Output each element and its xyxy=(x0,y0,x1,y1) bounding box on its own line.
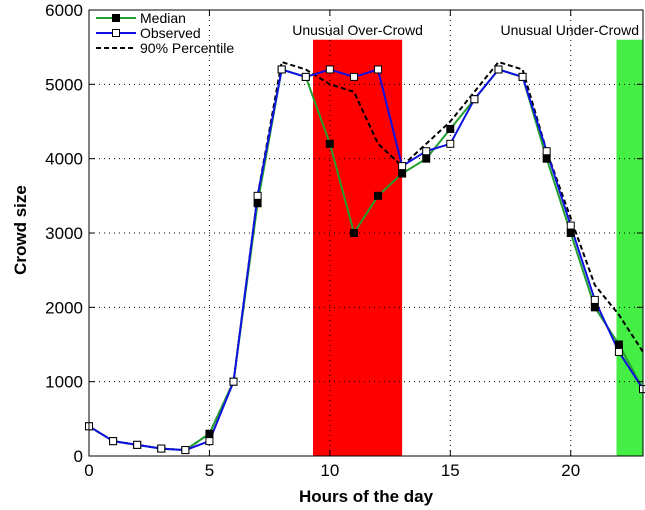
series-lines xyxy=(85,60,645,455)
tick-labels: 0 5 10 15 20 0 1000 2000 3000 4000 5000 6000 xyxy=(45,1,580,480)
region-labels: Unusual Over-Crowd Unusual Under-Crowd xyxy=(292,22,639,38)
point-s1-13 xyxy=(398,162,407,171)
point-s1-17 xyxy=(494,65,503,74)
point-s1-20 xyxy=(566,221,575,230)
point-s0-10 xyxy=(325,139,334,148)
point-s1-2 xyxy=(133,440,142,449)
point-s0-13 xyxy=(398,169,407,178)
y-tick-label-2: 2000 xyxy=(45,298,83,317)
point-s1-21 xyxy=(590,295,599,304)
legend-marker-0 xyxy=(112,14,120,22)
x-tick-label-4: 20 xyxy=(561,461,580,480)
y-tick-label-3: 3000 xyxy=(45,224,83,243)
x-tick-label-0: 0 xyxy=(84,461,93,480)
y-tick-label-0: 0 xyxy=(74,447,83,466)
point-s1-18 xyxy=(518,72,527,81)
point-s1-4 xyxy=(181,446,190,455)
point-s0-21 xyxy=(590,303,599,312)
axes xyxy=(88,9,644,457)
point-s1-10 xyxy=(325,65,334,74)
point-s1-15 xyxy=(446,139,455,148)
point-s1-5 xyxy=(205,437,214,446)
region-band-0 xyxy=(313,39,403,456)
point-s0-11 xyxy=(349,229,358,237)
region-label-1: Unusual Under-Crowd xyxy=(500,22,639,38)
point-s0-19 xyxy=(542,154,551,163)
point-s0-14 xyxy=(422,154,431,163)
y-axis-title: Crowd size xyxy=(11,185,30,275)
point-s1-9 xyxy=(301,72,310,81)
x-tick-label-1: 5 xyxy=(205,461,214,480)
legend-label-0: Median xyxy=(140,10,186,26)
point-s1-3 xyxy=(157,444,166,453)
legend-label-2: 90% Percentile xyxy=(140,40,234,56)
point-s0-22 xyxy=(614,340,623,349)
point-s1-7 xyxy=(253,191,262,200)
region-label-0: Unusual Over-Crowd xyxy=(292,22,423,38)
point-s0-12 xyxy=(374,191,383,200)
point-s1-11 xyxy=(349,72,358,81)
legend-label-1: Observed xyxy=(140,25,201,41)
y-tick-label-6: 6000 xyxy=(45,1,83,20)
point-s1-6 xyxy=(229,377,238,386)
point-s1-19 xyxy=(542,147,551,156)
point-s0-5 xyxy=(205,429,214,438)
y-tick-label-1: 1000 xyxy=(45,373,83,392)
point-s1-1 xyxy=(109,437,118,446)
y-tick-label-4: 4000 xyxy=(45,150,83,169)
series-line-1 xyxy=(88,68,644,452)
point-s0-20 xyxy=(566,229,575,237)
point-s1-22 xyxy=(614,347,623,356)
point-s1-8 xyxy=(277,65,286,74)
x-tick-label-2: 10 xyxy=(320,461,339,480)
region-band-1 xyxy=(616,39,643,456)
x-tick-label-3: 15 xyxy=(441,461,460,480)
point-s1-16 xyxy=(470,95,479,104)
legend-marker-1 xyxy=(112,29,120,37)
x-axis-title: Hours of the day xyxy=(299,487,434,506)
y-tick-label-5: 5000 xyxy=(45,75,83,94)
point-s0-7 xyxy=(253,199,262,208)
point-s1-14 xyxy=(422,147,431,156)
point-s0-15 xyxy=(446,124,455,133)
point-s1-23 xyxy=(639,385,645,394)
point-s1-12 xyxy=(374,65,383,74)
